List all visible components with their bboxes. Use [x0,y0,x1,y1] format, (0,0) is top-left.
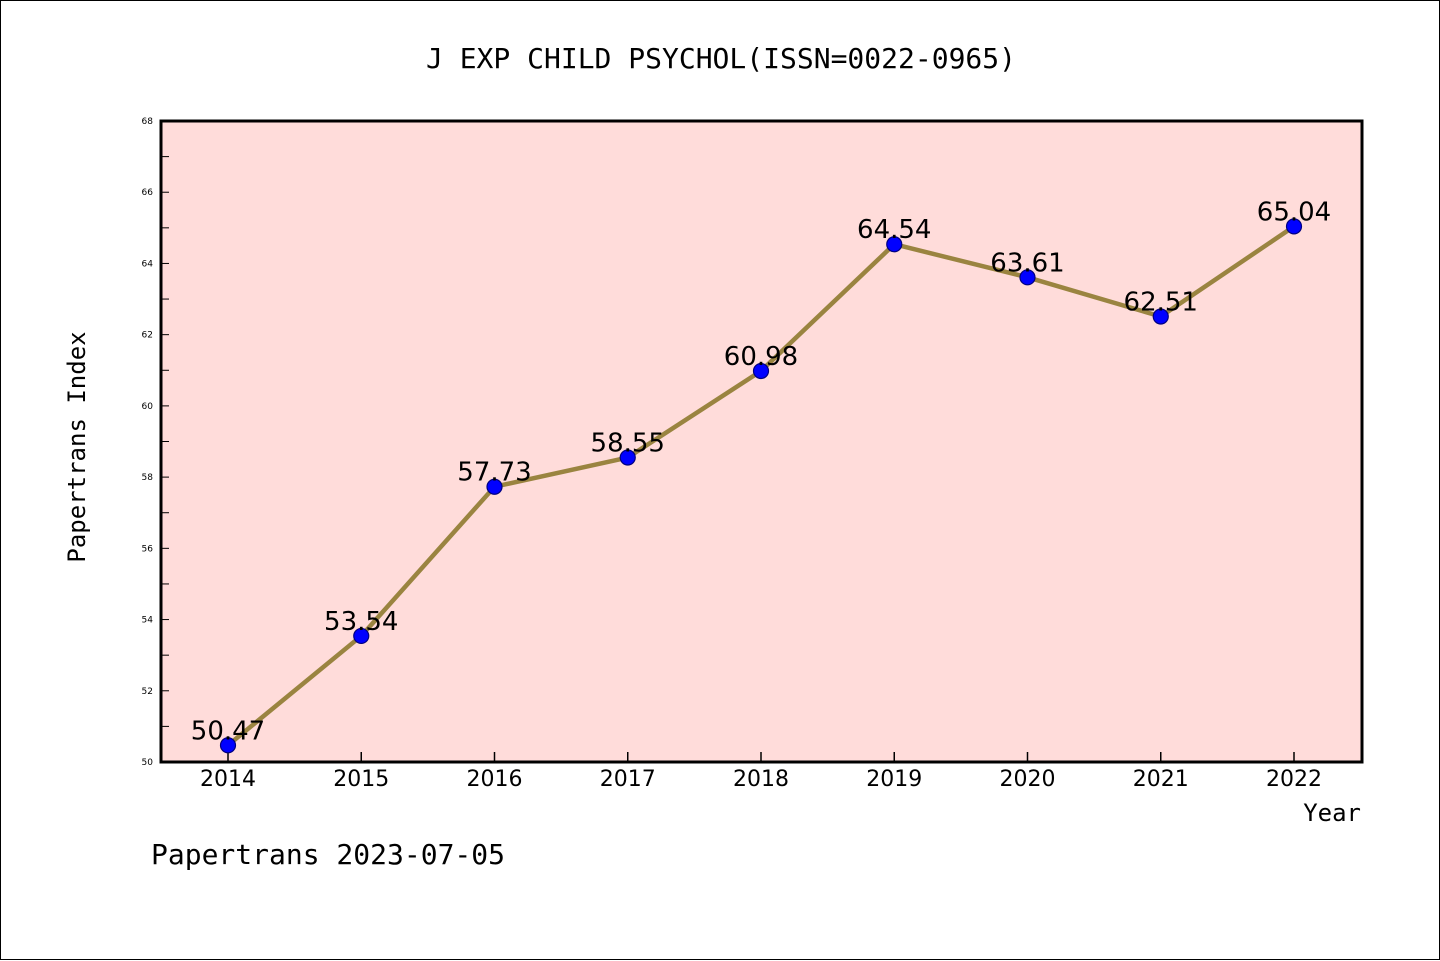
x-tick-label: 2021 [1133,767,1189,792]
data-label: 60.98 [724,342,798,372]
y-tick-label: 54 [142,616,154,626]
x-tick-label: 2022 [1266,767,1322,792]
data-point [1285,218,1303,235]
y-tick-label: 60 [142,402,154,412]
y-tick-label: 50 [142,758,154,768]
x-tick-label: 2016 [467,767,523,792]
x-axis-label: Year [1303,799,1361,827]
y-axis-label: Papertrans Index [63,331,91,562]
x-tick-label: 2019 [866,767,922,792]
y-tick-label: 62 [142,331,153,341]
x-axis: 2014 2015 2016 2017 2018 2019 2020 2021 2022 [200,752,1322,792]
y-tick-label: 68 [142,117,154,127]
plot-border [159,119,1364,764]
y-axis: 50 52 54 56 58 60 62 64 66 68 [142,117,169,768]
data-label: 57.73 [457,458,531,488]
y-tick-label: 56 [142,544,154,554]
x-tick-label: 2015 [333,767,389,792]
data-label: 62.51 [1124,288,1198,318]
data-label: 63.61 [990,248,1064,278]
data-point [486,478,503,495]
footer-text: Papertrans 2023-07-05 [151,838,505,871]
y-tick-label: 66 [142,188,154,198]
chart-title: J EXP CHILD PSYCHOL(ISSN=0022-0965) [426,42,1016,75]
series-line-group [219,218,1303,754]
y-tick-label: 52 [142,687,153,697]
data-label: 53.54 [324,607,398,637]
data-label: 65.04 [1257,197,1331,227]
y-tick-label: 64 [142,259,154,269]
data-point [353,627,370,645]
data-point [886,236,903,253]
data-labels-group: 50.47 53.54 57.73 58.55 60.98 64.54 63.61 62.51… [191,197,1331,746]
x-tick-label: 2017 [600,767,656,792]
data-point [219,737,237,754]
y-tick-label: 58 [142,473,154,483]
data-label: 64.54 [857,215,931,245]
x-tick-label: 2018 [733,767,789,792]
x-tick-label: 2014 [200,767,256,792]
x-tick-label: 2020 [1000,767,1056,792]
data-point [752,362,770,380]
data-label: 50.47 [191,716,265,746]
data-point [1152,308,1169,325]
data-point [619,449,636,466]
plot-area [161,121,1362,762]
data-label: 58.55 [591,429,665,459]
data-point [1019,269,1036,286]
